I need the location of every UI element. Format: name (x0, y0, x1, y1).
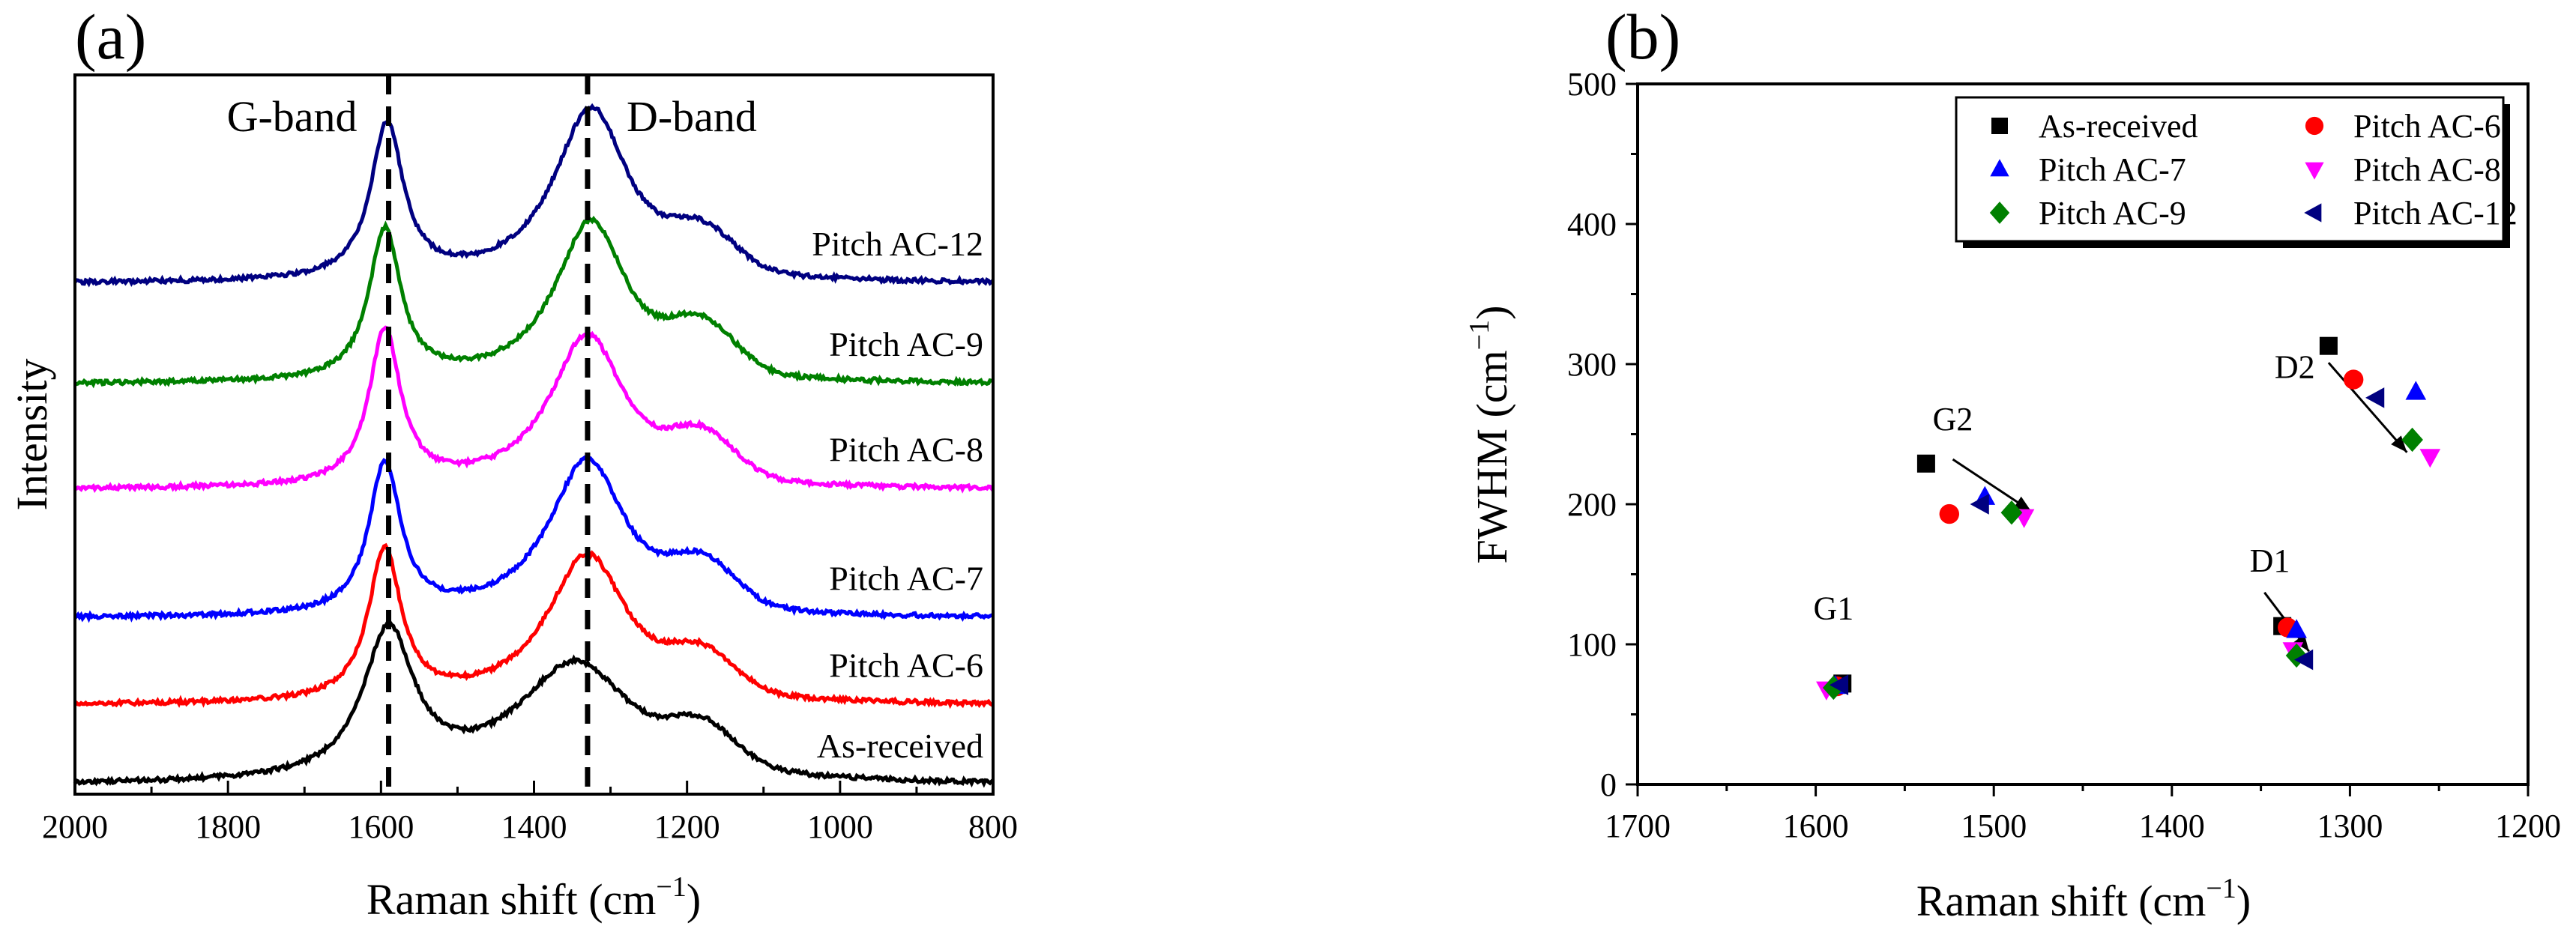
point-pitch-ac-6 (1939, 503, 1959, 524)
x-tick-label: 1700 (1605, 808, 1671, 844)
legend-marker (2305, 116, 2324, 136)
x-tick-label: 1400 (2139, 808, 2205, 844)
series-label: Pitch AC-9 (829, 325, 983, 363)
panel-b: (b) 1700 1600 1500 1400 1300 1200 0 100 200 300 4… (1464, 1, 2561, 925)
panel-b-annotations: G1 G2 D1 D2 (1813, 349, 2314, 627)
legend-marker (2305, 162, 2324, 180)
legend-label: Pitch AC-9 (2039, 195, 2186, 232)
legend-label: As-received (2039, 108, 2198, 145)
x-tick-label: 1500 (1961, 808, 2027, 844)
point-pitch-ac-12 (1829, 674, 1849, 696)
x-tick-label: 1400 (501, 808, 567, 845)
series-label: As-received (817, 727, 983, 765)
x-tick-label: 1600 (348, 808, 414, 845)
series-label: Pitch AC-7 (829, 560, 983, 598)
panel-b-label: (b) (1605, 1, 1680, 73)
y-tick-label: 400 (1567, 206, 1617, 243)
legend-label: Pitch AC-6 (2353, 108, 2501, 145)
panel-a-band-lines: G-band D-band (227, 75, 757, 794)
panel-a-x-axis-title: Raman shift (cm−1) (367, 871, 701, 924)
legend-box (1955, 96, 2505, 243)
point-pitch-ac-9 (2401, 427, 2423, 453)
point-pitch-ac-12 (1970, 494, 1989, 515)
legend-marker (1989, 202, 2010, 224)
annotation-g2: G2 (1933, 401, 1973, 438)
point-pitch-ac-6 (2343, 369, 2364, 390)
spectrum-pitch-ac-12 (73, 103, 995, 288)
panel-a-x-ticks: 2000 1800 1600 1400 1200 1000 800 (42, 781, 1018, 845)
y-tick-label: 300 (1567, 346, 1617, 383)
point-as-received (2319, 336, 2338, 355)
series-label: Pitch AC-12 (812, 225, 983, 263)
point-pitch-ac-12 (2365, 387, 2385, 408)
panel-b-y-axis-title: FWHM (cm−1) (1464, 306, 1516, 564)
x-tick-label: 2000 (42, 808, 108, 845)
x-tick-label: 1200 (654, 808, 720, 845)
panel-a-label: (a) (75, 1, 146, 73)
panel-b-legend: As-received Pitch AC-6 Pitch AC-7 Pitch AC-… (1955, 96, 2518, 248)
y-tick-label: 500 (1567, 66, 1617, 103)
panel-b-x-axis-title: Raman shift (cm−1) (1916, 873, 2251, 925)
panel-a: (a) G-band D-band 2000 1800 1600 1400 1200 100… (7, 1, 1018, 924)
spectrum-pitch-ac-7 (73, 455, 995, 623)
x-tick-label: 1300 (2317, 808, 2383, 844)
y-tick-label: 100 (1567, 626, 1617, 663)
annotation-d1: D1 (2250, 542, 2290, 579)
point-pitch-ac-8 (2419, 449, 2441, 468)
panel-b-y-ticks: 0 100 200 300 400 500 (1567, 66, 1638, 803)
band-label-d-band: D-band (627, 92, 757, 141)
point-pitch-ac-9 (2000, 500, 2023, 525)
spectrum-pitch-ac-8 (75, 325, 995, 494)
panel-a-y-axis-title: Intensity (7, 359, 56, 511)
panel-a-series-labels: As-received Pitch AC-6 Pitch AC-7 Pitch AC-… (812, 225, 983, 765)
x-tick-label: 1600 (1783, 808, 1849, 844)
panel-b-x-ticks: 1700 1600 1500 1400 1300 1200 (1605, 784, 2561, 844)
arrow-shaft (2327, 362, 2408, 453)
legend-marker (2304, 203, 2322, 223)
point-pitch-ac-7 (2405, 381, 2427, 400)
legend-label: Pitch AC-7 (2039, 151, 2186, 188)
arrow-head (2391, 435, 2407, 453)
series-label: Pitch AC-6 (829, 647, 983, 685)
point-as-received (1916, 454, 1935, 473)
legend-marker (1991, 118, 2008, 134)
legend-marker (1990, 159, 2009, 177)
spectrum-as-received (73, 620, 995, 788)
annotation-g1: G1 (1813, 590, 1853, 626)
legend-label: Pitch AC-8 (2353, 151, 2501, 188)
point-pitch-ac-12 (2294, 649, 2314, 671)
band-label-g-band: G-band (227, 92, 358, 141)
panel-b-arrows (1952, 362, 2408, 653)
spectrum-pitch-ac-9 (73, 215, 994, 389)
x-tick-label: 800 (968, 808, 1018, 845)
panel-b-points (1816, 336, 2441, 701)
arrow-head (2013, 496, 2032, 512)
x-tick-label: 1800 (195, 808, 261, 845)
y-tick-label: 0 (1600, 766, 1617, 803)
series-label: Pitch AC-8 (829, 431, 983, 469)
y-tick-label: 200 (1567, 486, 1617, 523)
point-pitch-ac-7 (2286, 619, 2307, 638)
x-tick-label: 1000 (807, 808, 873, 845)
legend-label: Pitch AC-12 (2353, 195, 2518, 232)
x-tick-label: 1200 (2495, 808, 2561, 844)
spectrum-pitch-ac-6 (73, 542, 995, 709)
annotation-d2: D2 (2275, 349, 2315, 386)
panel-a-curves (73, 103, 995, 788)
